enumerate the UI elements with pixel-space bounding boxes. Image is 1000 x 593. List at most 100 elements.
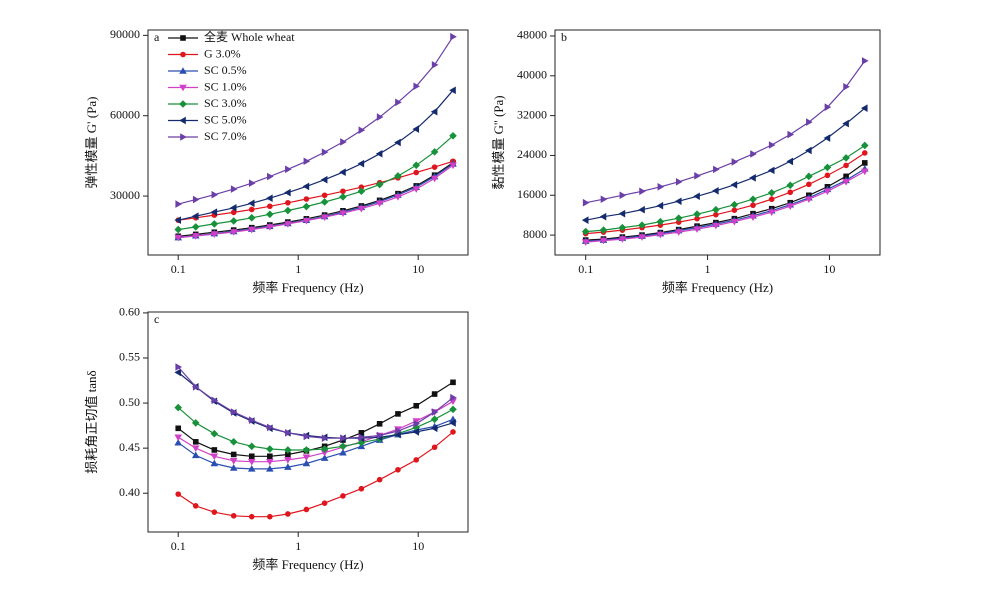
data-point — [749, 214, 757, 221]
data-point — [339, 448, 347, 456]
data-point — [860, 141, 869, 150]
data-point — [412, 428, 420, 436]
data-point — [339, 193, 347, 201]
legend-label: SC 1.0% — [204, 79, 247, 93]
data-point — [302, 182, 310, 191]
data-point — [321, 192, 328, 199]
data-point — [430, 175, 439, 183]
data-point — [450, 379, 456, 386]
data-point — [303, 157, 311, 166]
data-point — [430, 415, 439, 424]
data-point — [449, 86, 456, 95]
data-point — [395, 98, 402, 107]
data-point — [768, 141, 776, 149]
data-point — [191, 233, 200, 240]
data-point — [693, 226, 701, 233]
data-point — [320, 454, 329, 461]
y-tick-label: 60000 — [110, 107, 140, 121]
data-point — [843, 173, 849, 180]
data-point — [285, 429, 292, 437]
y-tick-label: 40000 — [517, 68, 547, 82]
data-point — [230, 209, 237, 216]
data-point — [302, 446, 311, 454]
data-point — [674, 229, 683, 236]
data-point — [581, 239, 590, 246]
data-point — [712, 222, 720, 230]
x-tick-label: 10 — [823, 262, 835, 276]
series-line — [177, 431, 454, 518]
data-point — [412, 125, 420, 133]
x-tick-label: 10 — [412, 262, 424, 276]
data-point — [302, 459, 311, 467]
data-point — [656, 201, 664, 210]
data-point — [284, 221, 292, 228]
data-point — [450, 32, 457, 41]
data-point — [321, 434, 329, 443]
data-point — [266, 445, 274, 453]
data-point — [394, 172, 402, 180]
data-point — [786, 203, 795, 211]
series-line — [585, 60, 866, 204]
data-point — [284, 463, 292, 470]
data-point — [674, 197, 682, 206]
data-point — [340, 188, 346, 195]
data-point — [449, 405, 457, 414]
data-point — [376, 476, 383, 483]
data-point — [693, 192, 700, 201]
data-point — [730, 218, 739, 226]
panel-label: c — [154, 312, 159, 326]
data-point — [211, 190, 219, 199]
data-point — [210, 220, 219, 228]
data-point — [657, 183, 665, 191]
data-point — [413, 82, 421, 91]
data-point — [321, 148, 329, 156]
data-point — [674, 214, 683, 222]
series-line — [178, 160, 454, 221]
data-point — [823, 188, 832, 196]
data-point — [431, 61, 439, 69]
data-point — [357, 205, 366, 213]
data-point — [618, 236, 627, 243]
data-point — [340, 434, 347, 443]
data-point — [656, 217, 665, 226]
series-line — [178, 89, 454, 221]
data-point — [861, 150, 868, 156]
data-point — [599, 212, 607, 221]
data-point — [267, 423, 274, 432]
data-point — [413, 457, 420, 463]
data-point — [376, 113, 384, 121]
data-point — [786, 157, 794, 166]
data-point — [303, 506, 310, 513]
data-point — [805, 172, 813, 181]
series-line — [585, 170, 866, 243]
data-point — [267, 172, 274, 181]
legend-marker — [180, 51, 186, 58]
y-tick-label: 32000 — [517, 107, 547, 121]
data-point — [321, 500, 328, 506]
data-point — [191, 419, 200, 427]
data-point — [266, 458, 274, 466]
data-point — [412, 186, 421, 193]
data-point — [357, 159, 365, 168]
data-point — [768, 196, 775, 203]
data-point — [430, 424, 438, 433]
data-point — [731, 158, 739, 166]
data-point — [599, 226, 608, 234]
data-point — [805, 146, 812, 155]
data-point — [412, 418, 421, 425]
data-point — [230, 451, 237, 458]
data-point — [191, 212, 199, 220]
x-axis-label: 频率 Frequency (Hz) — [662, 280, 773, 295]
legend-label: G 3.0% — [204, 46, 241, 60]
data-point — [229, 438, 238, 446]
data-point — [229, 217, 238, 225]
data-point — [806, 181, 812, 188]
data-point — [639, 187, 646, 196]
x-tick-label: 0.1 — [171, 539, 186, 553]
data-point — [431, 444, 438, 451]
data-point — [358, 184, 365, 191]
data-point — [320, 214, 329, 222]
data-point — [284, 457, 292, 464]
data-point — [248, 206, 255, 213]
data-point — [431, 164, 438, 170]
